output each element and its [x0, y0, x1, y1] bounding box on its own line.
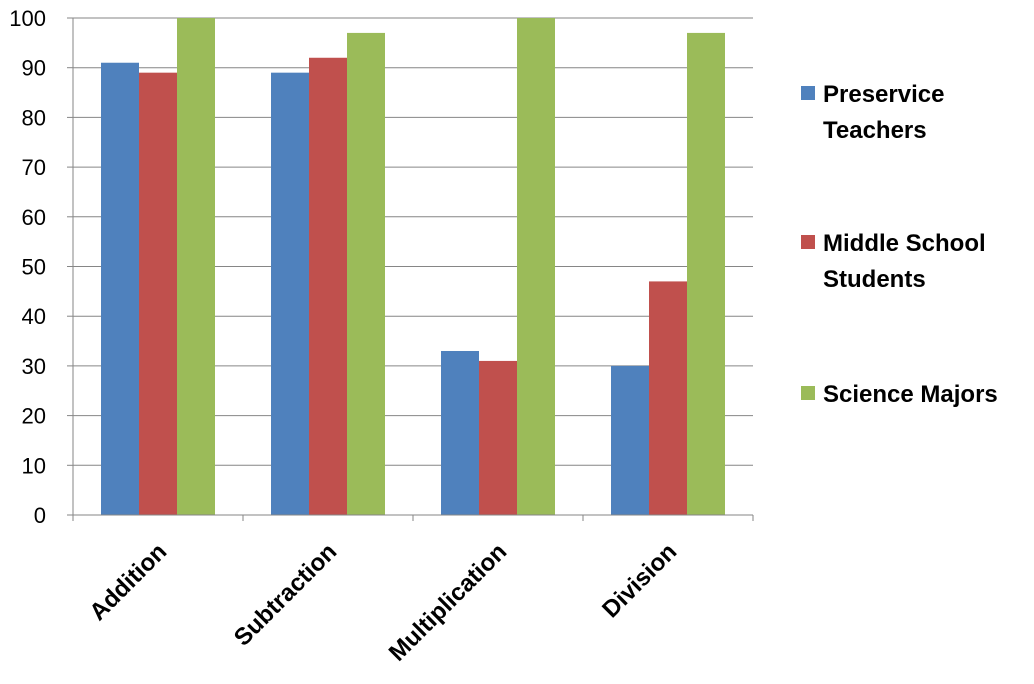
y-tick-label: 80	[22, 105, 46, 130]
bar-division-3	[687, 32, 725, 515]
bar-division-2	[649, 281, 687, 515]
legend-label-line: Teachers	[823, 117, 927, 144]
bar-multiplication-3	[517, 18, 555, 515]
y-tick-label: 70	[22, 155, 46, 180]
y-tick-label: 90	[22, 56, 46, 81]
bar-addition-3	[177, 18, 215, 515]
bars	[101, 18, 725, 516]
bar-addition-2	[139, 72, 177, 516]
y-tick-label: 20	[22, 404, 46, 429]
y-tick-label: 50	[22, 255, 46, 280]
legend-label: Science Majors	[823, 381, 998, 408]
x-tick-labels: Addition Subtraction Multiplication Divisio…	[84, 538, 682, 666]
bar-subtraction-3	[347, 32, 385, 515]
bar-subtraction-2	[309, 57, 347, 515]
legend-swatch	[801, 86, 815, 100]
bar-multiplication-2	[479, 360, 517, 515]
legend-swatch	[801, 386, 815, 400]
y-tick-label: 0	[34, 503, 46, 528]
bar-multiplication-1	[441, 350, 479, 515]
y-tick-label: 60	[22, 205, 46, 230]
y-tick-label: 10	[22, 453, 46, 478]
y-tick-labels: 0 10 20 30 40 50 60 70 80 90 100	[9, 6, 46, 528]
y-tick-label: 40	[22, 304, 46, 329]
legend-label-line: Preservice	[823, 81, 944, 108]
axes	[67, 17, 754, 521]
x-tick-label: Subtraction	[229, 538, 342, 651]
legend-label-line: Science Majors	[823, 381, 998, 408]
x-tick-label: Multiplication	[384, 538, 512, 666]
legend-label-line: Students	[823, 266, 926, 293]
x-tick-label: Division	[597, 538, 682, 623]
x-tick-label: Addition	[84, 538, 172, 626]
bar-subtraction-1	[271, 72, 309, 516]
legend-label-line: Middle School	[823, 230, 986, 257]
y-tick-label: 30	[22, 354, 46, 379]
bar-division-1	[611, 365, 649, 515]
legend-label: Middle School Students	[823, 230, 986, 293]
legend-label: Preservice Teachers	[823, 81, 944, 144]
legend-swatch	[801, 235, 815, 249]
bar-addition-1	[101, 62, 139, 515]
y-tick-label: 100	[9, 6, 46, 31]
legend: Preservice Teachers Middle School Students S…	[801, 81, 998, 408]
